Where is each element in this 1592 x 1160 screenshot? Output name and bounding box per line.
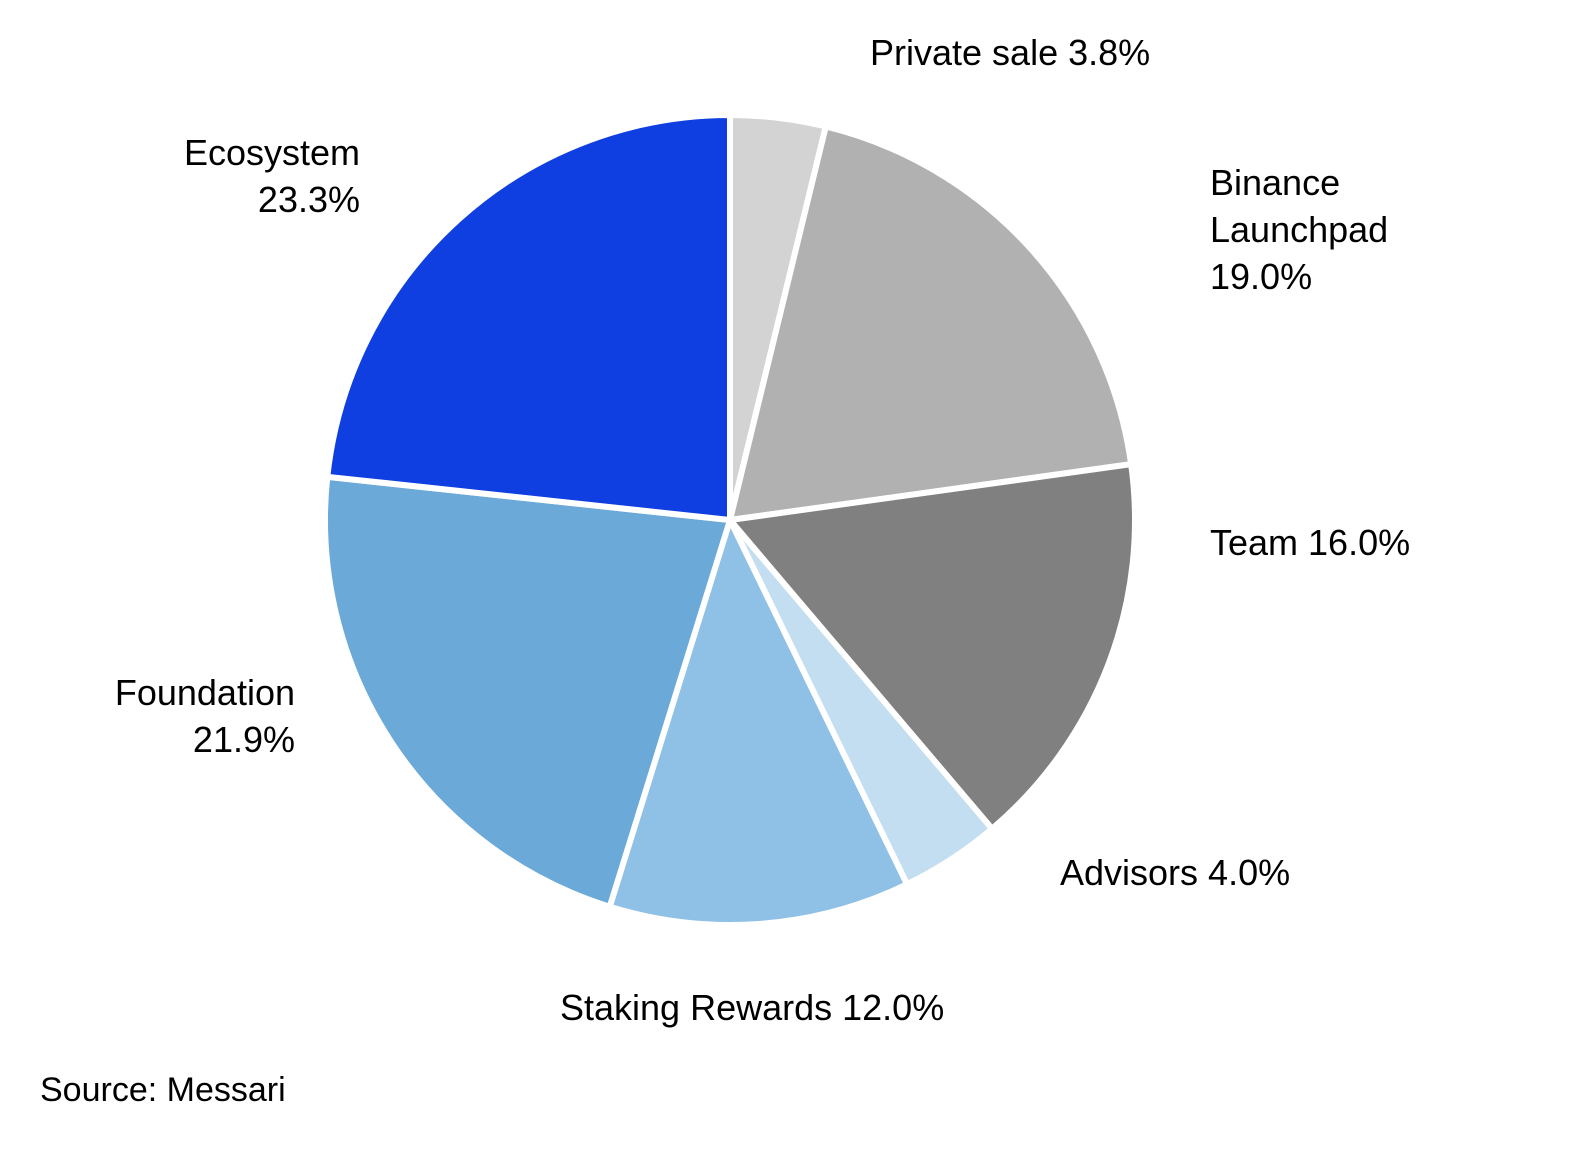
pie-label-advisors: Advisors 4.0% <box>1060 850 1290 897</box>
source-attribution: Source: Messari <box>40 1071 286 1110</box>
pie-label-private-sale: Private sale 3.8% <box>870 30 1150 77</box>
pie-slice-ecosystem <box>327 115 730 520</box>
pie-label-ecosystem: Ecosystem 23.3% <box>184 130 360 224</box>
chart-container: Private sale 3.8% Binance Launchpad 19.0%… <box>0 0 1592 1160</box>
pie-label-binance-launchpad: Binance Launchpad 19.0% <box>1210 160 1388 300</box>
pie-label-team: Team 16.0% <box>1210 520 1410 567</box>
pie-label-staking-rewards: Staking Rewards 12.0% <box>560 985 944 1032</box>
pie-label-foundation: Foundation 21.9% <box>115 670 295 764</box>
